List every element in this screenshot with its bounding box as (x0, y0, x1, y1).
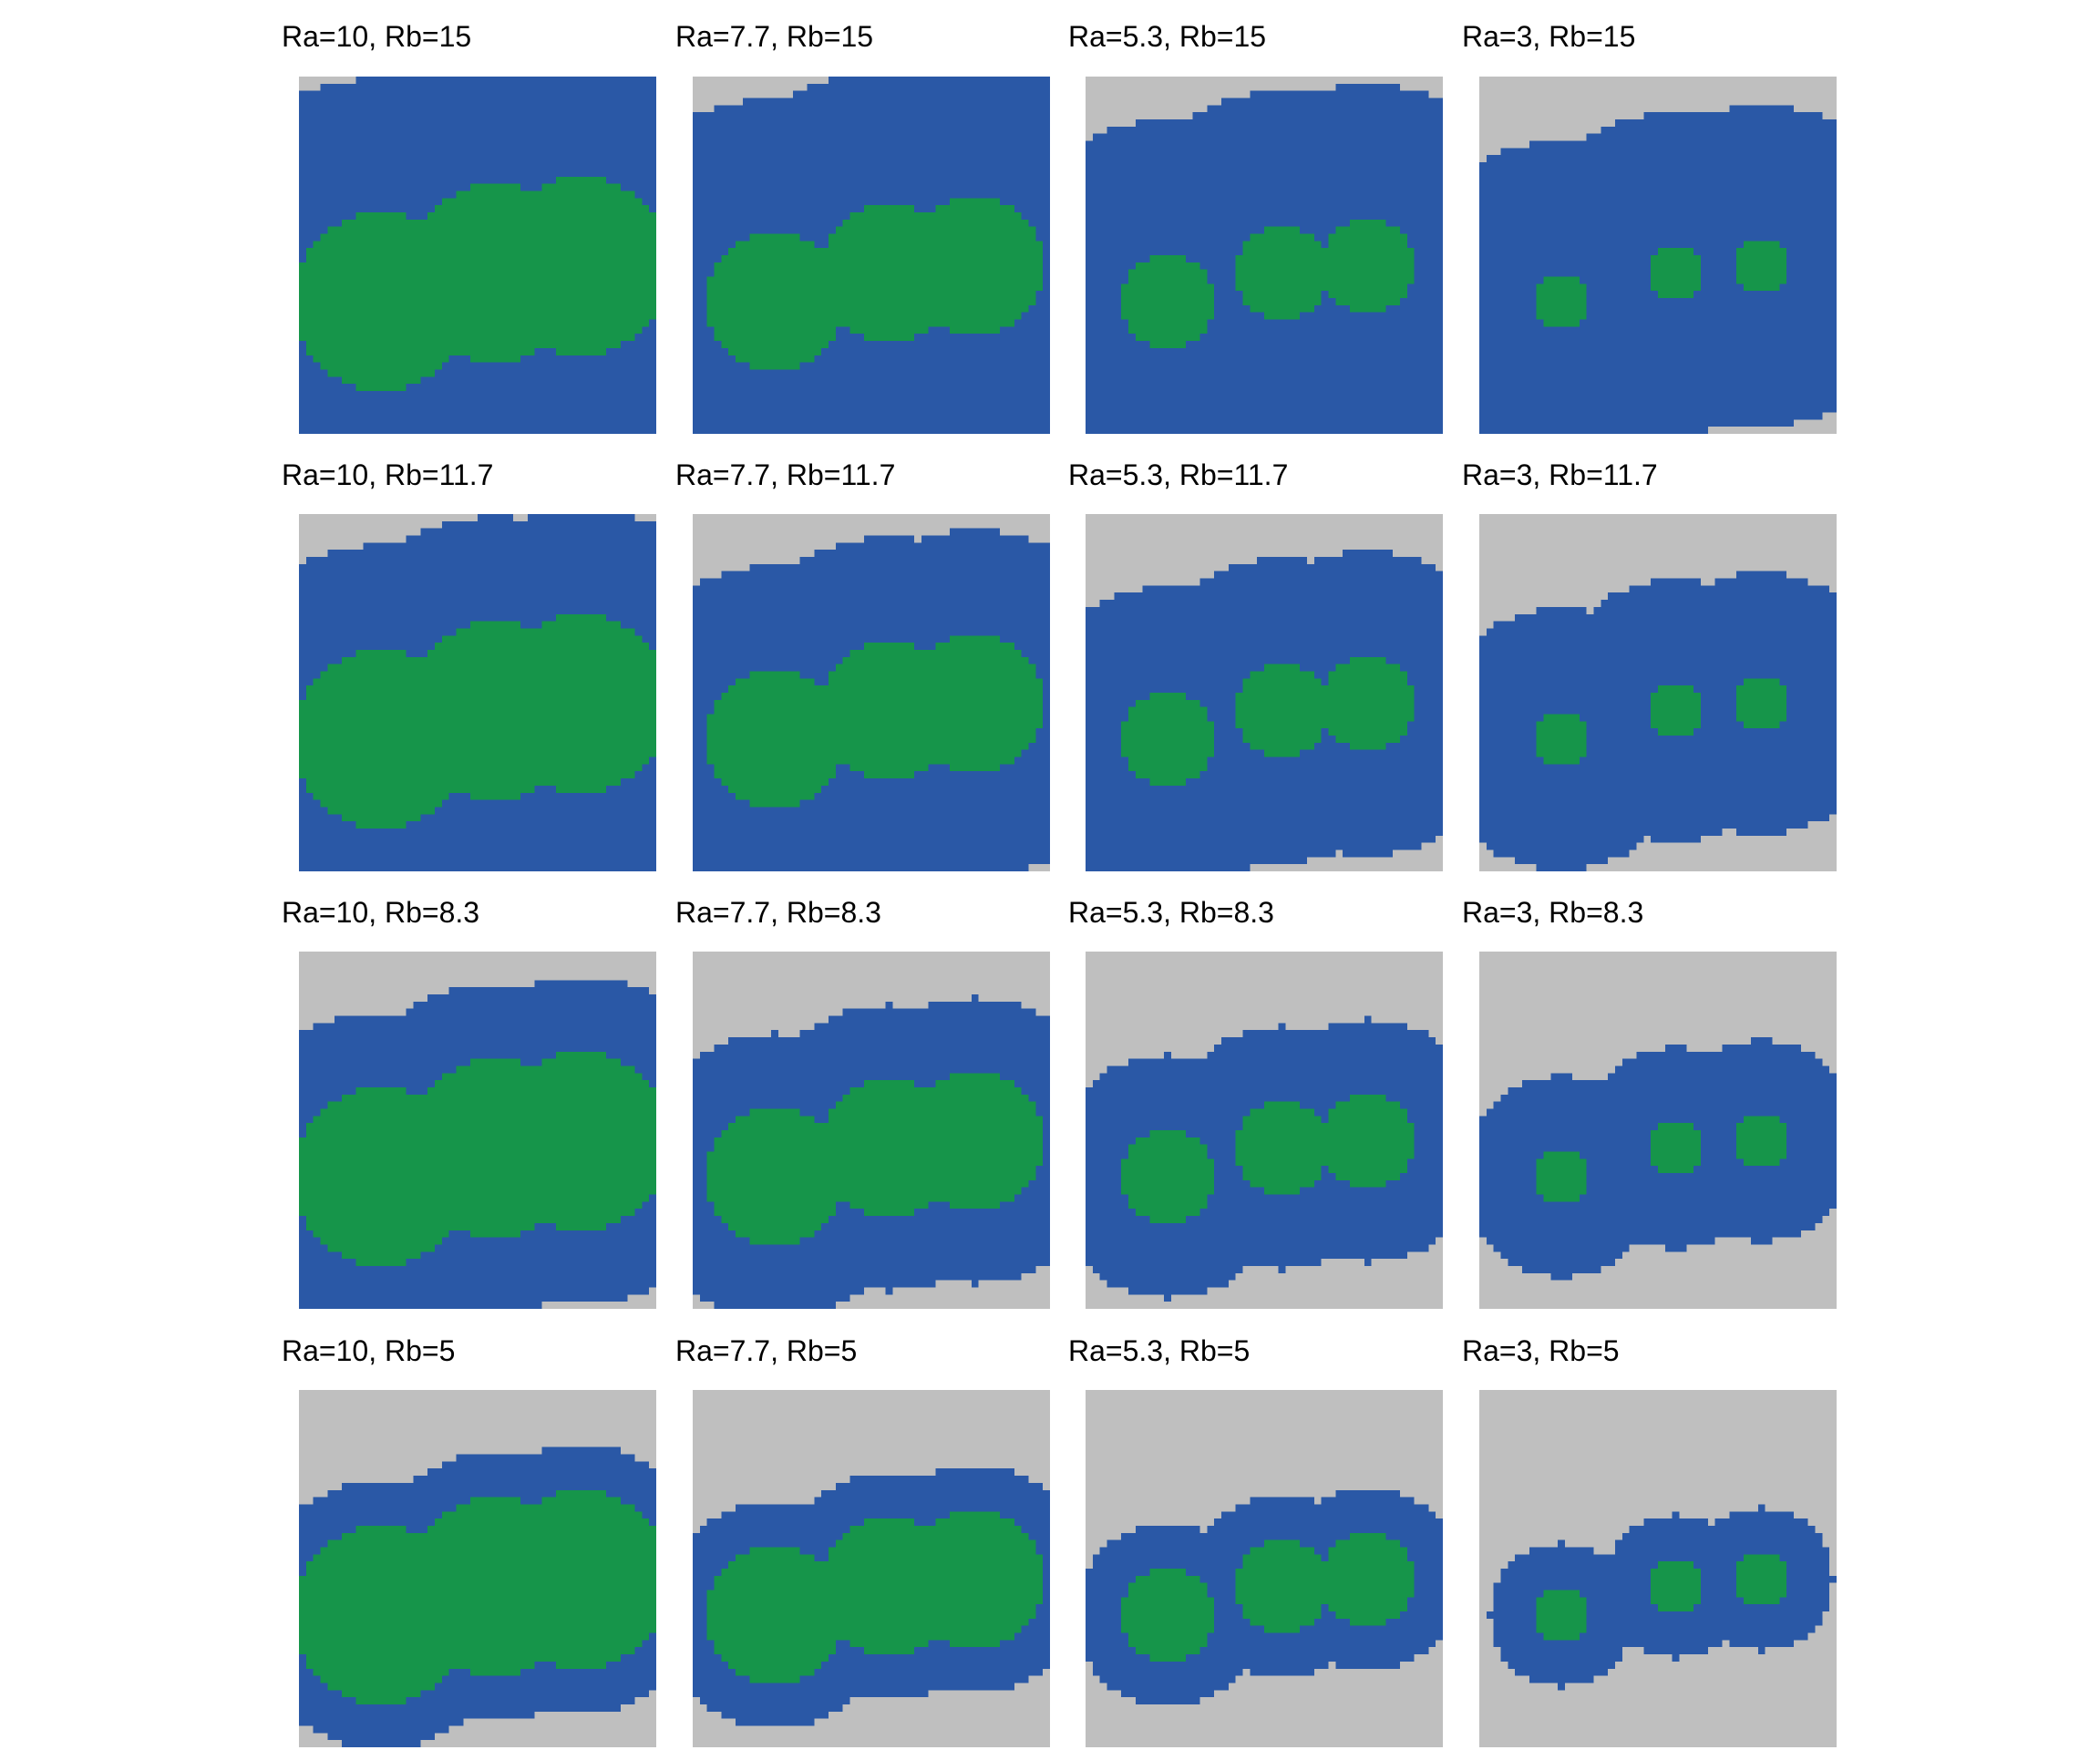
panel-title: Ra=10, Rb=5 (282, 1334, 456, 1367)
inner-region (706, 635, 1044, 808)
inner-region (1121, 1094, 1415, 1223)
region-map-panel (693, 77, 1050, 434)
region-map-panel (1479, 514, 1837, 871)
region-map-panel (299, 77, 656, 434)
panel-title: Ra=7.7, Rb=5 (675, 1334, 858, 1367)
region-map-panel (693, 514, 1050, 871)
region-map-panel (1086, 514, 1443, 871)
inner-region (299, 1489, 656, 1704)
outer-region (693, 77, 1050, 434)
region-map-panel (1479, 77, 1837, 434)
panel-title: Ra=10, Rb=15 (282, 20, 472, 53)
outer-region (1086, 1015, 1443, 1302)
inner-region (706, 198, 1044, 370)
region-map-panel (1479, 952, 1837, 1309)
outer-region (1086, 550, 1443, 871)
panel-title: Ra=3, Rb=8.3 (1462, 896, 1644, 929)
panel-title: Ra=3, Rb=11.7 (1462, 458, 1658, 491)
inner-region (706, 1073, 1044, 1245)
outer-region (299, 1446, 656, 1747)
region-map-panel (693, 1390, 1050, 1747)
region-map-panel (299, 514, 656, 871)
region-map-panel (1479, 1390, 1837, 1747)
panel-title: Ra=7.7, Rb=11.7 (675, 458, 896, 491)
outer-region (299, 980, 656, 1309)
panel-title: Ra=10, Rb=8.3 (282, 896, 480, 929)
region-map-panel (1086, 952, 1443, 1309)
panel-title: Ra=3, Rb=15 (1462, 20, 1636, 53)
inner-region (706, 1511, 1044, 1683)
panel-title: Ra=10, Rb=11.7 (282, 458, 494, 491)
outer-region (299, 77, 656, 434)
outer-region (1479, 105, 1837, 434)
region-map-panel (1086, 77, 1443, 434)
outer-region (1086, 83, 1443, 434)
panel-title: Ra=5.3, Rb=11.7 (1068, 458, 1289, 491)
region-map-panel (299, 952, 656, 1309)
panel-title: Ra=7.7, Rb=15 (675, 20, 874, 53)
outer-region (1486, 1504, 1837, 1691)
outer-region (1479, 1037, 1837, 1281)
inner-region (1536, 1554, 1787, 1641)
outer-region (693, 528, 1050, 871)
inner-region (299, 613, 656, 829)
panel-title: Ra=5.3, Rb=5 (1068, 1334, 1251, 1367)
outer-region (1086, 1489, 1443, 1704)
inner-region (1121, 1532, 1415, 1662)
outer-region (693, 1468, 1050, 1726)
region-map-panel (299, 1390, 656, 1747)
outer-region (1479, 571, 1837, 871)
region-map-panel (1086, 1390, 1443, 1747)
inner-region (1121, 219, 1415, 348)
inner-region (299, 1051, 656, 1266)
region-map-panel (693, 952, 1050, 1309)
inner-region (1536, 241, 1787, 327)
panel-title: Ra=3, Rb=5 (1462, 1334, 1620, 1367)
panel-title: Ra=5.3, Rb=15 (1068, 20, 1267, 53)
inner-region (1121, 656, 1415, 786)
panel-title: Ra=5.3, Rb=8.3 (1068, 896, 1274, 929)
inner-region (299, 176, 656, 391)
inner-region (1536, 678, 1787, 765)
outer-region (299, 514, 656, 871)
outer-region (693, 994, 1050, 1309)
inner-region (1536, 1116, 1787, 1202)
panel-title: Ra=7.7, Rb=8.3 (675, 896, 881, 929)
